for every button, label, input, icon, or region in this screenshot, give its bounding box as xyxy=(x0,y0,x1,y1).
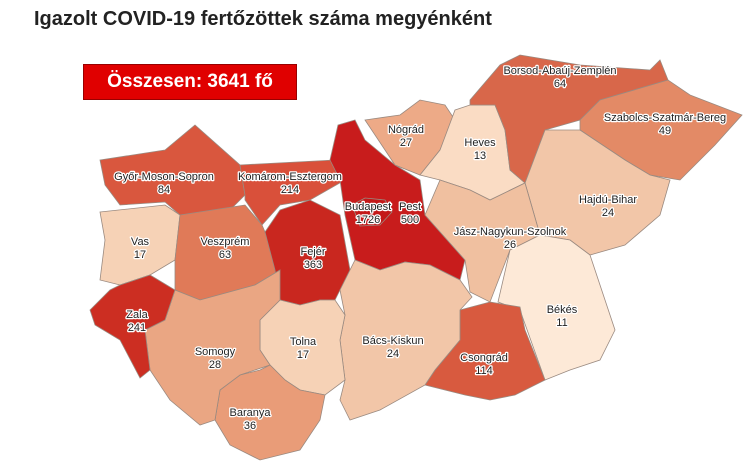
county-count-label: 36 xyxy=(244,420,256,432)
county-count-label: 64 xyxy=(554,78,566,90)
county-name-label: Budapest xyxy=(345,201,391,213)
county-name-label: Jász-Nagykun-Szolnok xyxy=(454,226,567,238)
county-count-label: 214 xyxy=(281,184,299,196)
county-count-label: 500 xyxy=(401,214,419,226)
county-name-label: Baranya xyxy=(230,407,272,419)
county-name-label: Borsod-Abaúj-Zemplén xyxy=(503,65,616,77)
county-count-label: 17 xyxy=(134,249,146,261)
county-name-label: Csongrád xyxy=(460,352,508,364)
county-name-label: Bács-Kiskun xyxy=(362,335,423,347)
county-zala xyxy=(89,274,176,379)
county-name-label: Somogy xyxy=(195,346,236,358)
county-name-label: Fejér xyxy=(300,246,325,258)
county-name-label: Veszprém xyxy=(201,236,250,248)
county-name-label: Hajdú-Bihar xyxy=(579,194,637,206)
county-count-label: 63 xyxy=(219,249,231,261)
county-count-label: 28 xyxy=(209,359,221,371)
total-cases-badge: Összesen: 3641 fő xyxy=(83,64,297,100)
county-count-label: 49 xyxy=(659,125,671,137)
county-count-label: 114 xyxy=(475,365,493,377)
county-count-label: 11 xyxy=(556,317,567,329)
county-name-label: Heves xyxy=(464,137,496,149)
county-name-label: Tolna xyxy=(290,336,317,348)
county-count-label: 241 xyxy=(128,322,146,334)
county-name-label: Szabolcs-Szatmár-Bereg xyxy=(604,112,726,124)
map-title: Igazolt COVID-19 fertőzöttek száma megyé… xyxy=(34,8,492,30)
county-name-label: Zala xyxy=(126,309,148,321)
county-gyor-moson-sopron xyxy=(99,124,246,216)
county-name-label: Békés xyxy=(547,304,578,316)
county-name-label: Győr-Moson-Sopron xyxy=(114,171,214,183)
county-count-label: 17 xyxy=(297,349,309,361)
county-count-label: 27 xyxy=(400,137,412,149)
county-name-label: Nógrád xyxy=(388,124,424,136)
county-count-label: 363 xyxy=(304,259,322,271)
county-count-label: 24 xyxy=(387,348,399,360)
county-name-label: Vas xyxy=(131,236,150,248)
county-name-label: Komárom-Esztergom xyxy=(238,171,342,183)
county-count-label: 24 xyxy=(602,207,614,219)
county-budapest xyxy=(351,197,393,227)
county-name-label: Pest xyxy=(399,201,421,213)
county-szabolcs-szatmar-bereg xyxy=(579,79,743,181)
county-count-label: 13 xyxy=(474,150,486,162)
county-count-label: 84 xyxy=(158,184,170,196)
county-baranya xyxy=(214,364,326,461)
county-count-label: 1726 xyxy=(356,214,380,226)
county-count-label: 26 xyxy=(504,239,516,251)
